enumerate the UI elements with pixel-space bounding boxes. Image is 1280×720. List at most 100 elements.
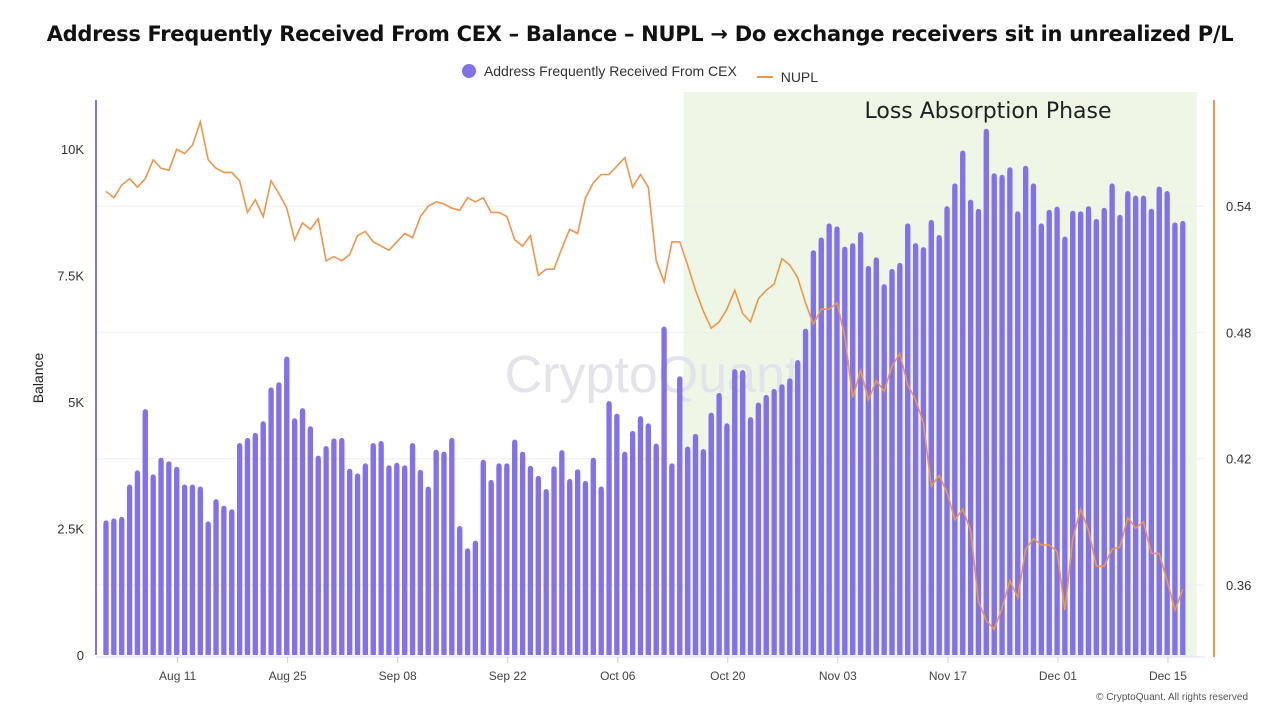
bar-body [763, 398, 769, 655]
bar-body [826, 227, 832, 655]
bar-body [229, 513, 235, 655]
bar-body [166, 465, 172, 655]
bar-body [692, 437, 699, 655]
bar-body [1054, 210, 1060, 655]
bar-body [779, 388, 785, 655]
bar-body [519, 455, 526, 655]
y-axis-label: Balance [30, 352, 46, 403]
bar-body [897, 266, 903, 655]
bar-body [504, 467, 510, 655]
bar-body [842, 250, 848, 655]
bar-body [771, 392, 777, 655]
bar-body [873, 261, 879, 655]
x-tick-label: Aug 11 [159, 669, 196, 683]
bar-body [708, 416, 714, 655]
bar-body [378, 444, 384, 655]
bar-body [1007, 171, 1013, 655]
bar-body [339, 441, 345, 655]
bar-body [653, 447, 659, 655]
legend-dot-icon [461, 64, 476, 78]
bar-body [1180, 224, 1186, 656]
x-tick-label: Oct 06 [600, 669, 636, 683]
bar-body [1140, 199, 1147, 655]
bar-body [575, 473, 581, 655]
bar-body [103, 524, 109, 655]
bar-body [795, 364, 801, 655]
legend: Address Frequently Received From CEX NUP… [0, 63, 1280, 85]
bar-body [677, 380, 683, 655]
bar-body [1070, 214, 1076, 655]
bar-body [126, 488, 133, 655]
bar-body [1109, 187, 1115, 655]
bar-body [661, 330, 667, 655]
bar-body [150, 478, 156, 655]
legend-label-balance: Address Frequently Received From CEX [483, 63, 737, 79]
bar-body [543, 493, 549, 655]
bar-body [174, 470, 180, 655]
bar-body [582, 484, 589, 655]
bar-body [1015, 215, 1021, 655]
bar-body [669, 467, 675, 655]
bar-body [425, 490, 431, 655]
bar-body [441, 455, 447, 655]
bar-body [614, 417, 620, 655]
y-right-tick-label: 0.48 [1226, 325, 1251, 340]
bar-body [920, 251, 927, 655]
bar-body [213, 503, 219, 655]
bar-body [928, 223, 934, 655]
bar-body [716, 396, 722, 655]
bar-body [598, 490, 604, 655]
y-left-tick-label: 0 [77, 648, 84, 663]
bar-body [889, 272, 895, 655]
bar-body [590, 461, 596, 655]
bar-body [284, 360, 290, 655]
x-tick-label: Sep 08 [379, 669, 417, 683]
bar-body [983, 132, 989, 655]
bar-body [237, 446, 243, 655]
bar-body [480, 463, 486, 655]
bar-body [347, 472, 353, 655]
bar-body [787, 382, 793, 655]
bar-body [740, 374, 746, 655]
bar-body [315, 459, 321, 655]
bar-body [606, 404, 612, 655]
x-tick-label: Oct 20 [710, 669, 746, 683]
bar-body [417, 473, 423, 655]
legend-item-nupl[interactable]: NUPL [756, 69, 819, 85]
bar-body [362, 467, 368, 655]
y-left-tick-label: 5K [68, 395, 84, 410]
bar-body [960, 154, 966, 655]
x-tick-label: Sep 22 [489, 669, 527, 683]
bar-body [472, 544, 479, 655]
bar-body [205, 525, 211, 655]
bar-body [1078, 215, 1084, 655]
bar-body [457, 529, 463, 655]
bar-body [464, 552, 471, 655]
legend-item-balance[interactable]: Address Frequently Received From CEX [461, 63, 737, 79]
bar-body [1023, 169, 1029, 655]
bar-body [559, 454, 565, 655]
bar-body [622, 455, 628, 655]
bar-body [802, 332, 809, 655]
bar-body [182, 488, 188, 655]
bar-body [747, 421, 754, 655]
bar-body [496, 467, 502, 655]
bar-body [850, 247, 856, 655]
bar-body [1164, 194, 1170, 656]
bar-body [1030, 187, 1037, 655]
bar-body [244, 441, 251, 655]
bar-body [1046, 213, 1052, 655]
x-tick-label: Aug 25 [269, 669, 307, 683]
bar-body [1093, 222, 1099, 655]
bar-body [1085, 210, 1092, 656]
bar-body [527, 469, 534, 655]
legend-label-nupl: NUPL [780, 69, 819, 85]
watermark: CryptoQuant [505, 346, 800, 404]
nupl-line [105, 118, 1184, 631]
bar-body [818, 241, 824, 656]
bar-body [645, 427, 651, 655]
y-right-tick-label: 0.54 [1226, 199, 1251, 214]
bar-body [386, 469, 392, 655]
bar-body [637, 420, 644, 655]
